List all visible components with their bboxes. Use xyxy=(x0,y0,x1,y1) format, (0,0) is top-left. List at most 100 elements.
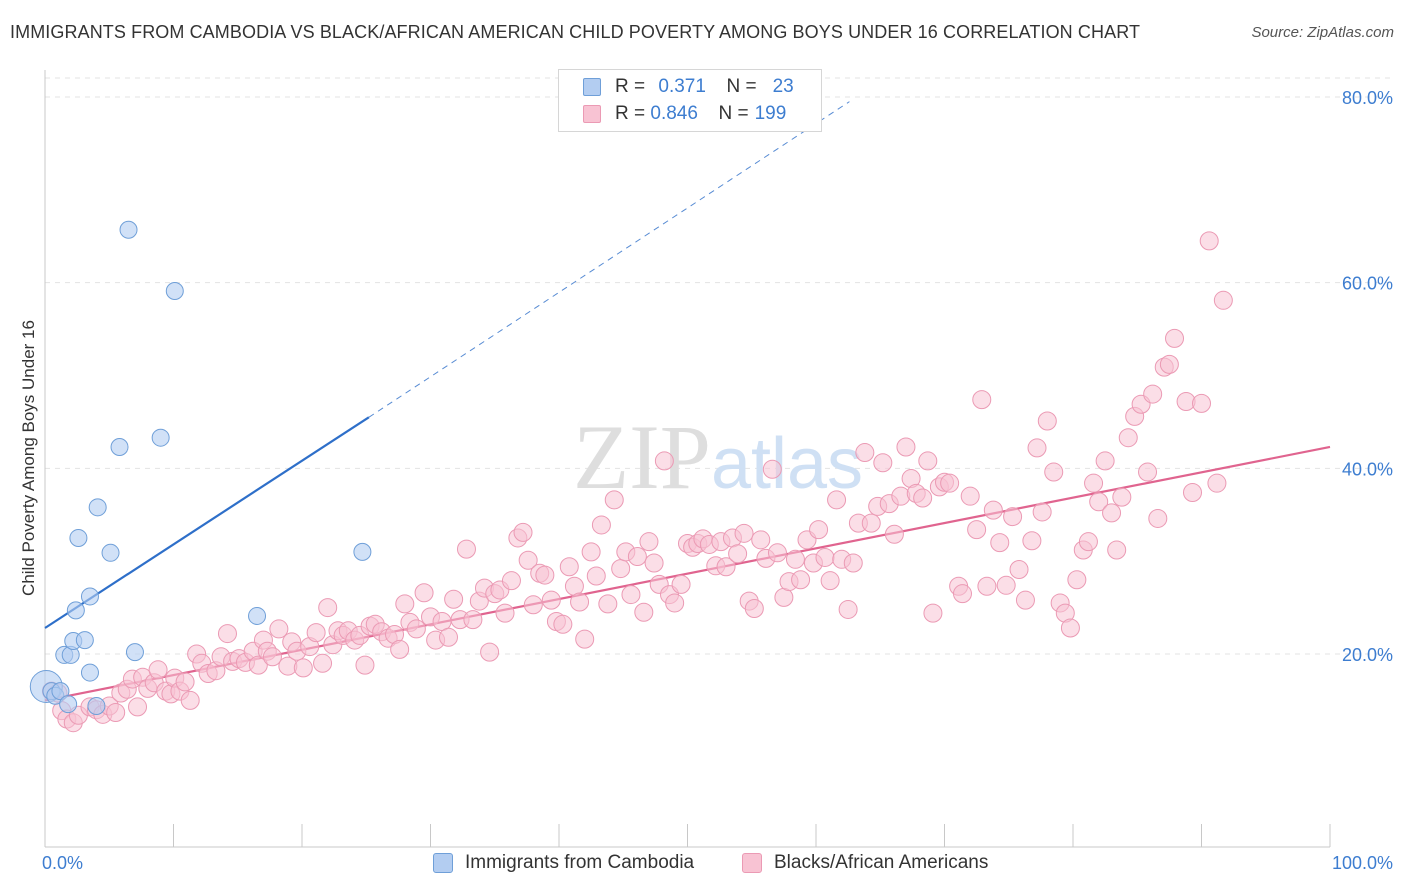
data-point-black xyxy=(1003,507,1023,527)
data-point-black xyxy=(1159,354,1179,374)
bottom-legend-label-cambodia: Immigrants from Cambodia xyxy=(465,852,695,873)
data-point-black xyxy=(1009,560,1029,580)
y-tick-label: 20.0% xyxy=(1342,645,1393,665)
data-point-cambodia xyxy=(87,696,106,715)
data-point-cambodia xyxy=(353,542,372,561)
data-point-black xyxy=(1199,231,1219,251)
data-point-black xyxy=(541,590,561,610)
data-point-black xyxy=(654,451,674,471)
data-point-black xyxy=(1022,531,1042,551)
data-point-black xyxy=(1084,473,1104,493)
data-point-black xyxy=(148,660,168,680)
data-point-black xyxy=(861,513,881,533)
axes xyxy=(44,70,1331,848)
data-point-black xyxy=(553,614,573,634)
data-point-black xyxy=(671,574,691,594)
stats-legend: R = 0.371 N = 23 R = 0.846 N = 199 xyxy=(558,69,822,132)
data-point-black xyxy=(495,603,515,623)
data-point-black xyxy=(586,566,606,586)
data-point-black xyxy=(1015,590,1035,610)
data-point-cambodia xyxy=(110,437,129,456)
data-point-black xyxy=(891,486,911,506)
data-point-black xyxy=(960,486,980,506)
chart-title: IMMIGRANTS FROM CAMBODIA VS BLACK/AFRICA… xyxy=(10,22,1141,42)
data-point-cambodia xyxy=(165,282,184,301)
data-point-black xyxy=(269,619,289,639)
data-point-black xyxy=(855,443,875,463)
data-point-black xyxy=(996,575,1016,595)
data-point-black xyxy=(262,647,282,667)
data-point-black xyxy=(644,553,664,573)
data-point-black xyxy=(581,542,601,562)
data-point-black xyxy=(734,523,754,543)
data-point-black xyxy=(518,550,538,570)
data-point-black xyxy=(744,599,764,619)
data-point-black xyxy=(480,642,500,662)
data-point-black xyxy=(1044,462,1064,482)
trend-line-cambodia xyxy=(44,416,370,629)
data-point-black xyxy=(1138,462,1158,482)
data-point-cambodia xyxy=(80,663,99,682)
data-point-black xyxy=(940,473,960,493)
data-point-black xyxy=(1143,384,1163,404)
legend-n-value: 199 xyxy=(754,103,787,124)
data-point-black xyxy=(1183,482,1203,502)
data-point-black xyxy=(809,520,829,540)
data-point-black xyxy=(972,390,992,410)
legend-r-value: 0.371 xyxy=(658,76,706,97)
data-point-black xyxy=(1112,487,1132,507)
watermark: ZIPatlas xyxy=(573,406,863,508)
data-point-black xyxy=(952,584,972,604)
data-point-black xyxy=(1037,411,1057,431)
legend-r-value: 0.846 xyxy=(650,103,698,124)
data-point-black xyxy=(838,599,858,619)
data-point-black xyxy=(611,559,631,579)
data-point-black xyxy=(523,595,543,615)
legend-row-black: R = 0.846 N = 199 xyxy=(583,101,786,127)
data-point-black xyxy=(1148,508,1168,528)
data-point-black xyxy=(1118,428,1138,448)
data-point-black xyxy=(634,602,654,622)
data-point-black xyxy=(1192,393,1211,413)
data-point-black xyxy=(1165,328,1185,348)
data-point-cambodia xyxy=(75,631,94,650)
data-point-black xyxy=(716,557,736,577)
data-point-black xyxy=(217,624,237,644)
bottom-legend-swatch-blue xyxy=(433,853,453,873)
bottom-legend-swatch-pink xyxy=(742,853,762,873)
legend-r-label: R = xyxy=(615,103,646,124)
data-point-black xyxy=(570,592,590,612)
data-point-black xyxy=(873,453,893,473)
data-point-black xyxy=(627,547,647,567)
bottom-legend-cambodia: Immigrants from Cambodia xyxy=(433,852,694,874)
legend-row-cambodia: R = 0.371 N = 23 xyxy=(583,74,794,100)
data-point-black xyxy=(820,571,840,591)
legend-n-label: N = xyxy=(718,103,749,124)
data-point-cambodia xyxy=(80,587,99,606)
data-point-black xyxy=(774,587,794,607)
series-blacks-african-americans xyxy=(41,231,1233,733)
data-point-black xyxy=(728,544,748,564)
data-point-black xyxy=(1067,570,1087,590)
data-point-black xyxy=(395,594,415,614)
source-label: Source: ZipAtlas.com xyxy=(1251,24,1394,41)
data-point-black xyxy=(665,593,685,613)
data-point-black xyxy=(967,520,987,540)
y-tick-label: 40.0% xyxy=(1342,459,1393,479)
data-point-black xyxy=(406,619,426,639)
data-point-black xyxy=(884,524,904,544)
data-point-black xyxy=(559,557,579,577)
data-point-black xyxy=(923,603,943,623)
x-tick-label-max: 100.0% xyxy=(1332,853,1393,873)
y-tick-label: 60.0% xyxy=(1342,274,1393,294)
data-point-cambodia xyxy=(125,643,144,662)
data-point-black xyxy=(1027,438,1047,458)
data-point-black xyxy=(248,655,268,675)
data-point-black xyxy=(456,539,476,559)
data-point-black xyxy=(785,549,805,569)
data-point-black xyxy=(767,543,787,563)
data-point-black xyxy=(815,547,835,567)
data-point-black xyxy=(1213,290,1233,310)
y-axis-title: Child Poverty Among Boys Under 16 xyxy=(19,320,38,596)
